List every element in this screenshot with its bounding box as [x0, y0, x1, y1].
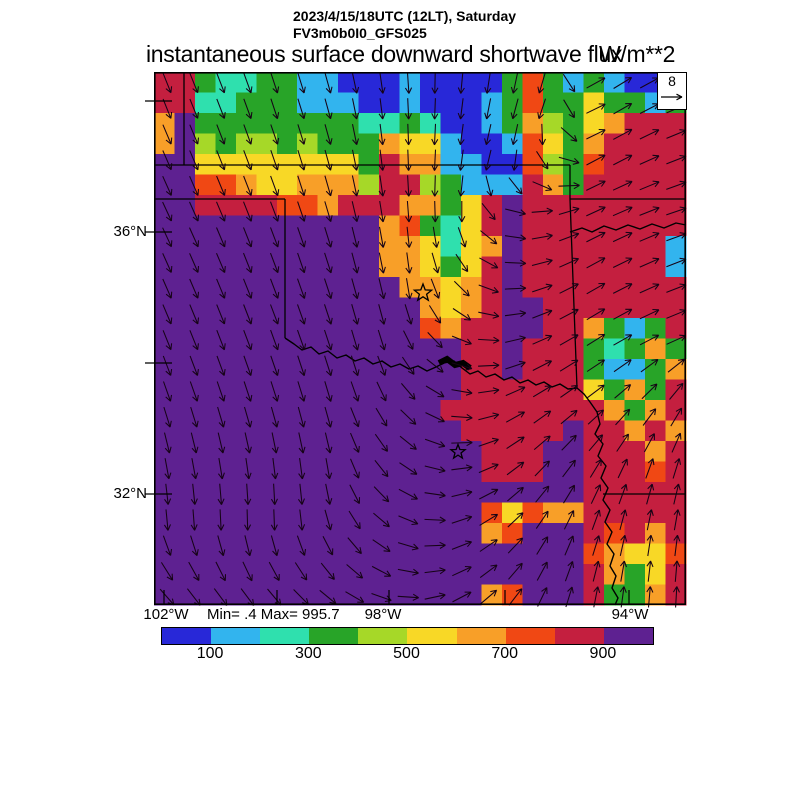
map-frame — [154, 72, 687, 606]
lat-label: 32°N — [113, 485, 147, 502]
units-label: W/m**2 — [599, 41, 676, 67]
city-star-marker — [449, 442, 467, 460]
datetime-line: 2023/4/15/18UTC (12LT), Saturday — [293, 8, 517, 24]
colorbar-tick-label: 300 — [294, 645, 322, 662]
colorbar-segment — [603, 628, 653, 644]
wind-reference-value: 8 — [668, 73, 676, 89]
axis-ticks — [145, 100, 630, 605]
city-star-markers — [412, 282, 467, 460]
lat-label: 36°N — [113, 223, 147, 240]
lake-blob — [437, 355, 472, 371]
colorbar-tick-label: 700 — [491, 645, 519, 662]
colorbar-segment — [456, 628, 506, 644]
colorbar-segment — [358, 628, 408, 644]
lon-label: 94°W — [611, 606, 649, 623]
minmax-stats: Min= .4 Max= 995.7 — [207, 606, 340, 623]
colorbar-segment — [211, 628, 261, 644]
colorbar-tick-label: 500 — [393, 645, 420, 662]
colorbar-tick-label: 900 — [589, 645, 617, 662]
colorbar-segment — [260, 628, 310, 644]
flux-field — [154, 72, 687, 606]
plot-title: instantaneous surface downward shortwave… — [146, 41, 623, 67]
city-star-marker — [412, 282, 434, 302]
model-run-line: FV3m0b0I0_GFS025 — [293, 25, 427, 41]
colorbar-segment — [407, 628, 457, 644]
colorbar-segment — [309, 628, 359, 644]
lon-label: 98°W — [364, 606, 402, 623]
wind-reference-box: 8 — [657, 72, 687, 110]
colorbar-legend — [161, 627, 654, 645]
map-canvas — [145, 72, 687, 608]
colorbar-segment — [162, 628, 212, 644]
state-borders — [154, 72, 686, 495]
colorbar-segment — [505, 628, 555, 644]
colorbar-tick-label: 100 — [196, 645, 224, 662]
wind-arrows — [159, 72, 687, 608]
lon-label: 102°W — [143, 606, 189, 623]
colorbar-segment — [554, 628, 604, 644]
wind-reference-arrow-icon — [661, 93, 683, 101]
